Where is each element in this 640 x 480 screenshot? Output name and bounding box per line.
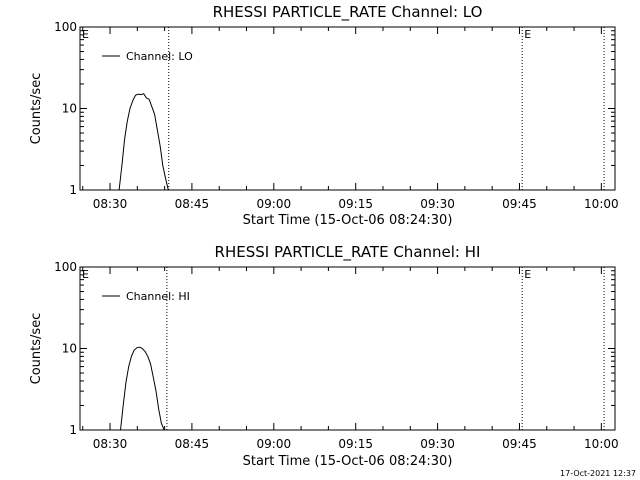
panel2-y-axis-label: Counts/sec [29,313,44,385]
panel1-x-tick-label: 10:00 [584,197,619,211]
panel1-y-tick-label: 10 [62,102,77,116]
panel1-corner-flag: E [82,28,89,41]
panel2-x-tick-label: 09:15 [338,437,373,451]
panel2-x-tick-label: 09:00 [257,437,292,451]
panel1-title: RHESSI PARTICLE_RATE Channel: LO [213,3,483,22]
timestamp: 17-Oct-2021 12:37 [560,469,636,478]
panel1-marker-flag: E [524,28,531,41]
panel2-x-axis-label: Start Time (15-Oct-06 08:24:30) [243,454,453,469]
panel2-marker-flag: E [524,268,531,281]
panel1-x-axis-label: Start Time (15-Oct-06 08:24:30) [243,213,453,228]
panel1-legend-label: Channel: LO [126,50,193,63]
panel1-y-tick-label: 1 [69,183,77,197]
panel2-corner-flag: E [82,268,89,281]
panel2-x-tick-label: 09:45 [502,437,537,451]
panel2-x-tick-label: 08:30 [93,437,128,451]
panel1-y-axis-label: Counts/sec [29,73,44,145]
panel2-x-tick-label: 09:30 [420,437,455,451]
panel1-x-tick-label: 09:00 [257,197,292,211]
panel2-y-tick-label: 100 [54,260,77,274]
panel2-x-tick-label: 10:00 [584,437,619,451]
panel1-x-tick-label: 08:45 [175,197,210,211]
panel2-series-line [120,346,165,431]
panel2-y-tick-label: 1 [69,423,77,437]
panel1-x-tick-label: 09:15 [338,197,373,211]
panel2-title: RHESSI PARTICLE_RATE Channel: HI [215,243,481,262]
panel1-x-tick-label: 08:30 [93,197,128,211]
panel1-x-tick-label: 09:45 [502,197,537,211]
panel2-x-tick-label: 08:45 [175,437,210,451]
panel2-y-tick-label: 10 [62,342,77,356]
panel1-x-tick-label: 09:30 [420,197,455,211]
panel2-legend-label: Channel: HI [126,290,190,303]
panel1-series-line [118,93,169,191]
panel1-y-tick-label: 100 [54,20,77,34]
